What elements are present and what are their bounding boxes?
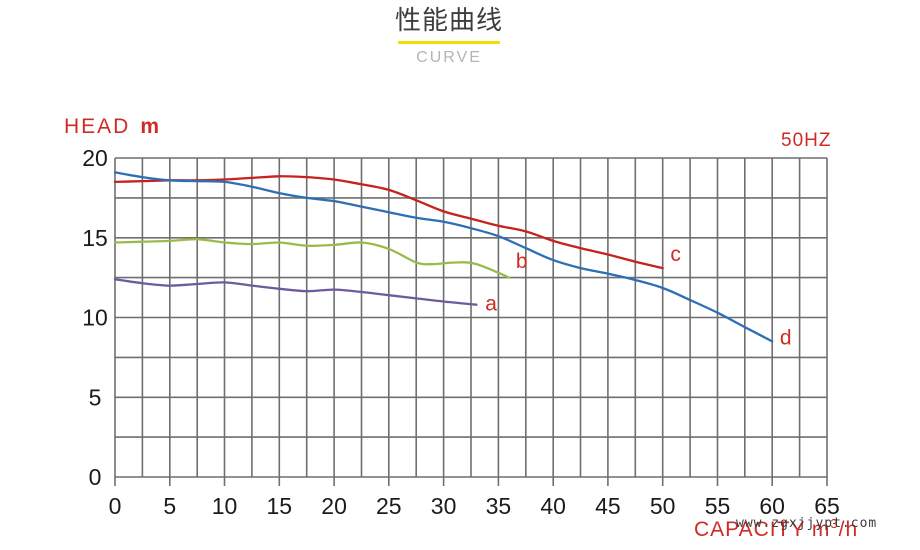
x-tick-label: 45 bbox=[595, 493, 621, 519]
curve-b bbox=[113, 238, 511, 279]
x-tick-label: 25 bbox=[376, 493, 402, 519]
x-axis-unit-suffix: /h bbox=[838, 518, 859, 541]
y-tick-label: 5 bbox=[89, 384, 102, 410]
curve-label-a: a bbox=[485, 292, 497, 315]
curve-label-b: b bbox=[516, 250, 528, 273]
x-tick-label: 10 bbox=[212, 493, 238, 519]
curve-label-c: c bbox=[670, 243, 681, 266]
y-tick-label: 10 bbox=[82, 305, 108, 331]
x-tick-label: 40 bbox=[540, 493, 566, 519]
x-axis-unit-sup: 3 bbox=[830, 516, 839, 531]
title-underline bbox=[398, 40, 500, 44]
watermark: www.zgxjjypt.com bbox=[736, 516, 878, 531]
y-tick-label: 20 bbox=[82, 145, 108, 171]
curve-a bbox=[113, 278, 478, 306]
x-axis-title-text: CAPACITY m bbox=[694, 518, 831, 541]
x-tick-label: 35 bbox=[486, 493, 512, 519]
page-title: 性能曲线 bbox=[394, 5, 503, 35]
curve-label-d: d bbox=[780, 327, 792, 350]
x-tick-label: 65 bbox=[814, 493, 840, 519]
frequency-label: 50HZ bbox=[781, 130, 832, 151]
page-subtitle: CURVE bbox=[416, 48, 482, 66]
x-tick-label: 60 bbox=[759, 493, 785, 519]
x-tick-label: 30 bbox=[431, 493, 457, 519]
y-tick-label: 15 bbox=[82, 225, 108, 251]
y-axis-unit: m bbox=[140, 115, 162, 138]
x-tick-label: 20 bbox=[321, 493, 347, 519]
x-tick-label: 0 bbox=[109, 493, 122, 519]
x-tick-label: 55 bbox=[705, 493, 731, 519]
title-block: 性能曲线 CURVE bbox=[0, 5, 898, 67]
x-tick-label: 5 bbox=[163, 493, 176, 519]
curve-d bbox=[113, 171, 774, 343]
x-tick-label: 50 bbox=[650, 493, 676, 519]
x-axis-title: CAPACITY m3/h bbox=[694, 516, 859, 542]
y-axis-title-text: HEAD bbox=[64, 115, 131, 138]
y-axis-title: HEAD m bbox=[64, 115, 161, 139]
x-tick-label: 15 bbox=[267, 493, 293, 519]
y-tick-label: 0 bbox=[89, 464, 102, 490]
